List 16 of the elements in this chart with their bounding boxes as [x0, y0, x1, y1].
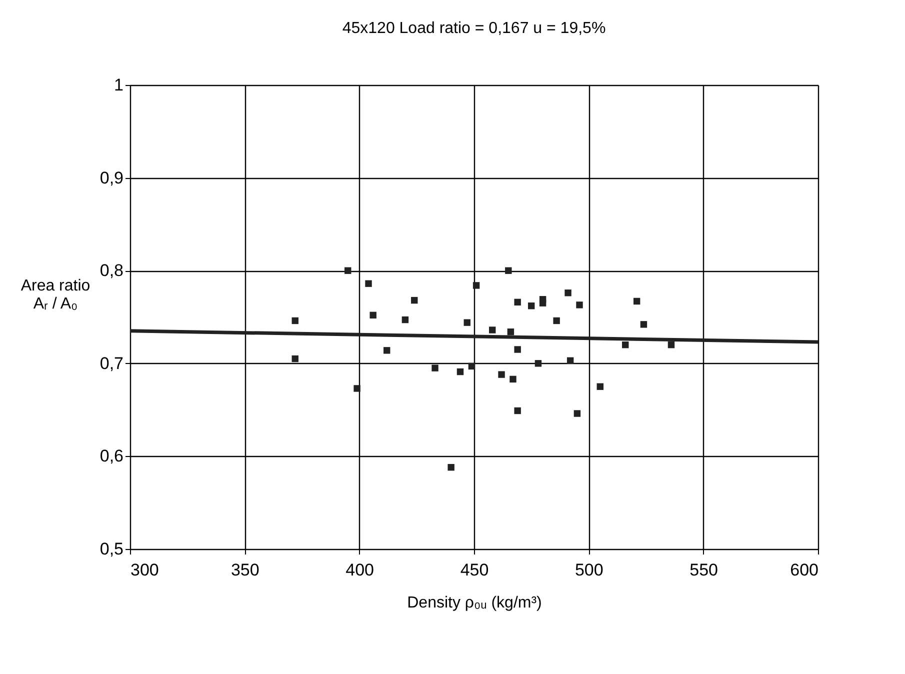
x-tick-label: 400 [346, 560, 374, 580]
x-tick-label: 600 [790, 560, 818, 580]
y-tick-label: 0,5 [100, 540, 124, 558]
y-tick-label: 1 [114, 76, 124, 94]
chart-title: 45x120 Load ratio = 0,167 u = 19,5% [342, 20, 606, 37]
x-axis-title: Density ρ₀ᵤ (kg/m³) [407, 594, 542, 612]
y-axis-title: Area ratio Aᵣ / A₀ [20, 278, 90, 312]
x-tick-label: 300 [130, 560, 159, 580]
y-tick-label: 0,6 [100, 446, 124, 466]
y-tick-label: 0,8 [100, 261, 124, 280]
y-tick-label: 0,9 [100, 168, 124, 188]
x-tick-label: 500 [574, 560, 604, 580]
x-tick-label: 550 [690, 560, 718, 580]
y-tick-label: 0,7 [100, 354, 124, 373]
x-tick-label: 450 [460, 560, 489, 580]
x-tick-label: 350 [230, 560, 260, 580]
